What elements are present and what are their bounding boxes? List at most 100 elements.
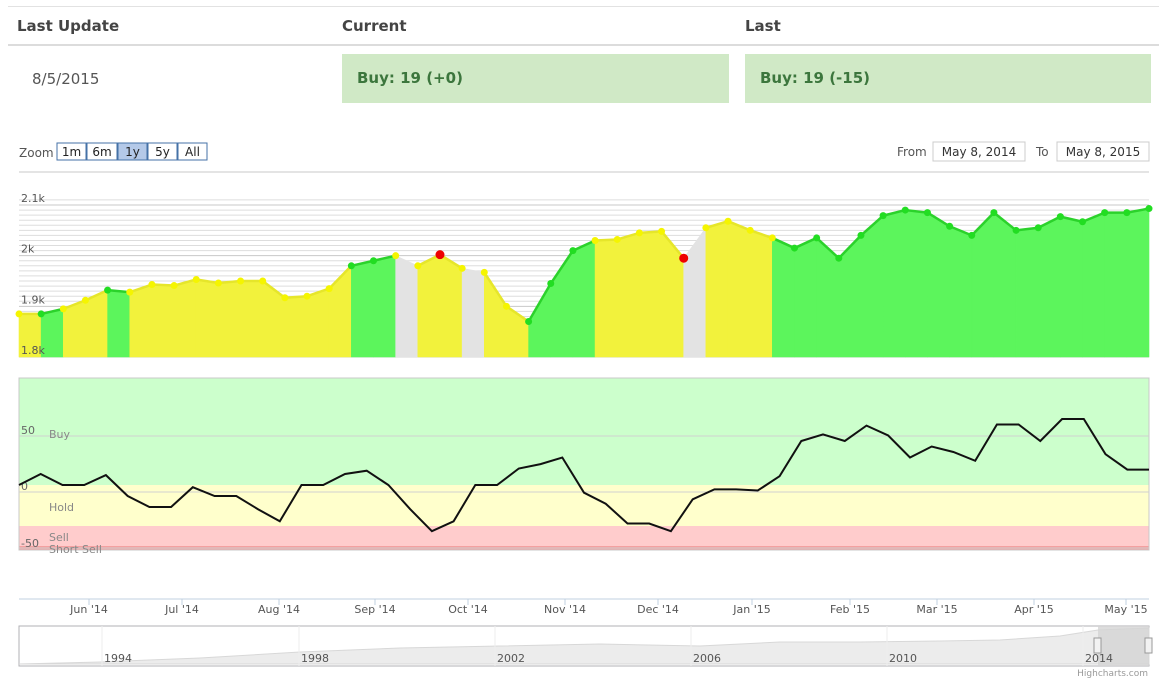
price-line-segment bbox=[173, 278, 197, 287]
zoom-button-6m[interactable] bbox=[86, 142, 118, 161]
price-segment-buy bbox=[882, 209, 906, 358]
zoom-button-1y[interactable] bbox=[117, 142, 148, 161]
price-point-buy[interactable] bbox=[525, 318, 533, 326]
price-point-buy[interactable] bbox=[990, 209, 998, 217]
price-segment-buy bbox=[373, 255, 396, 358]
rating-tick-0: 0 bbox=[21, 480, 28, 493]
price-segment-buy bbox=[993, 211, 1017, 358]
price-point-buy[interactable] bbox=[835, 254, 843, 262]
price-line-segment bbox=[970, 211, 995, 237]
rating-tick-minus50: -50 bbox=[21, 537, 39, 550]
price-point-buy[interactable] bbox=[879, 212, 887, 220]
price-line-segment bbox=[505, 305, 530, 323]
navigator-left-handle[interactable] bbox=[1093, 637, 1102, 654]
price-point-hold[interactable] bbox=[458, 264, 466, 272]
price-line-segment bbox=[882, 208, 906, 217]
x-tick-label: Apr '15 bbox=[1014, 603, 1054, 616]
price-point-hold[interactable] bbox=[281, 294, 289, 302]
price-point-buy[interactable] bbox=[547, 280, 555, 288]
zoom-button-label: 1m bbox=[62, 145, 81, 159]
price-point-sell[interactable] bbox=[435, 250, 445, 260]
price-point-buy[interactable] bbox=[347, 262, 355, 270]
price-point-buy[interactable] bbox=[790, 244, 798, 252]
price-point-hold[interactable] bbox=[192, 275, 200, 283]
price-point-hold[interactable] bbox=[15, 310, 23, 318]
price-point-hold[interactable] bbox=[81, 296, 89, 304]
price-point-buy[interactable] bbox=[857, 231, 865, 239]
price-point-hold[interactable] bbox=[635, 229, 643, 237]
price-line-segment bbox=[351, 259, 374, 268]
x-tick-label: Jul '14 bbox=[164, 603, 199, 616]
price-point-hold[interactable] bbox=[325, 285, 333, 293]
price-point-buy[interactable] bbox=[1056, 213, 1064, 221]
price-point-hold[interactable] bbox=[702, 224, 710, 232]
price-point-hold[interactable] bbox=[658, 227, 666, 235]
price-point-buy[interactable] bbox=[946, 222, 954, 230]
price-line-segment bbox=[151, 283, 175, 287]
price-segment-hold bbox=[129, 284, 153, 358]
price-point-buy[interactable] bbox=[901, 206, 909, 214]
zoom-button-5y[interactable] bbox=[147, 142, 178, 161]
price-segment-buy bbox=[794, 237, 817, 358]
price-point-hold[interactable] bbox=[148, 281, 156, 289]
price-segment-buy bbox=[351, 260, 374, 358]
price-point-buy[interactable] bbox=[1101, 209, 1109, 217]
price-segment-hold bbox=[417, 254, 441, 358]
price-point-sell[interactable] bbox=[679, 253, 689, 263]
price-line-segment bbox=[84, 288, 109, 302]
last-rating-box: Buy: 19 (-15) bbox=[745, 54, 1151, 103]
price-point-buy[interactable] bbox=[1012, 226, 1020, 234]
price-line-segment bbox=[860, 214, 884, 237]
price-point-buy[interactable] bbox=[104, 286, 112, 294]
zoom-button-label: 6m bbox=[92, 145, 111, 159]
price-point-buy[interactable] bbox=[813, 234, 821, 242]
price-line-segment bbox=[284, 294, 308, 299]
price-point-hold[interactable] bbox=[414, 262, 422, 270]
price-point-hold[interactable] bbox=[59, 305, 67, 313]
x-tick-label: Nov '14 bbox=[544, 603, 586, 616]
x-tick-label: Feb '15 bbox=[830, 603, 870, 616]
from-date-value: May 8, 2014 bbox=[942, 145, 1016, 159]
price-segment-buy bbox=[1060, 216, 1083, 358]
navigator-window[interactable] bbox=[1098, 626, 1149, 666]
price-point-buy[interactable] bbox=[923, 209, 931, 217]
price-point-buy[interactable] bbox=[370, 257, 378, 265]
from-date-input[interactable] bbox=[932, 141, 1026, 162]
price-point-buy[interactable] bbox=[1145, 205, 1153, 213]
price-line-segment bbox=[905, 208, 928, 214]
current-rating-box: Buy: 19 (+0) bbox=[342, 54, 729, 103]
rating-line bbox=[18, 418, 1149, 533]
zoom-button-All[interactable] bbox=[177, 142, 208, 161]
price-point-hold[interactable] bbox=[214, 279, 222, 287]
price-point-hold[interactable] bbox=[237, 277, 245, 285]
price-point-hold[interactable] bbox=[126, 288, 134, 296]
price-point-hold[interactable] bbox=[303, 292, 311, 300]
price-point-hold[interactable] bbox=[591, 236, 599, 244]
price-point-hold[interactable] bbox=[259, 277, 267, 285]
price-segment-buy bbox=[107, 289, 131, 358]
price-point-hold[interactable] bbox=[502, 302, 510, 310]
to-date-input[interactable] bbox=[1056, 141, 1150, 162]
price-point-hold[interactable] bbox=[480, 268, 488, 276]
navigator-tick-label: 1998 bbox=[301, 652, 329, 665]
price-point-buy[interactable] bbox=[968, 231, 976, 239]
price-point-buy[interactable] bbox=[1079, 218, 1087, 226]
price-segment-hold bbox=[749, 229, 773, 358]
price-point-buy[interactable] bbox=[1123, 209, 1131, 217]
price-point-hold[interactable] bbox=[746, 226, 754, 234]
navigator-right-handle[interactable] bbox=[1144, 637, 1153, 654]
zoom-button-label: 5y bbox=[155, 145, 170, 159]
price-point-buy[interactable] bbox=[1034, 224, 1042, 232]
price-point-buy[interactable] bbox=[569, 247, 577, 255]
price-point-hold[interactable] bbox=[613, 235, 621, 243]
price-segment-buy bbox=[1104, 212, 1128, 358]
credits-link[interactable]: Highcharts.com bbox=[1077, 669, 1148, 679]
zoom-button-1m[interactable] bbox=[56, 142, 87, 161]
price-point-hold[interactable] bbox=[724, 217, 732, 225]
x-tick-label: Jan '15 bbox=[732, 603, 770, 616]
price-point-buy[interactable] bbox=[37, 310, 45, 318]
price-point-hold[interactable] bbox=[392, 252, 400, 260]
price-point-hold[interactable] bbox=[170, 282, 178, 290]
price-point-hold[interactable] bbox=[768, 234, 776, 242]
table-header-border bbox=[8, 44, 1159, 46]
